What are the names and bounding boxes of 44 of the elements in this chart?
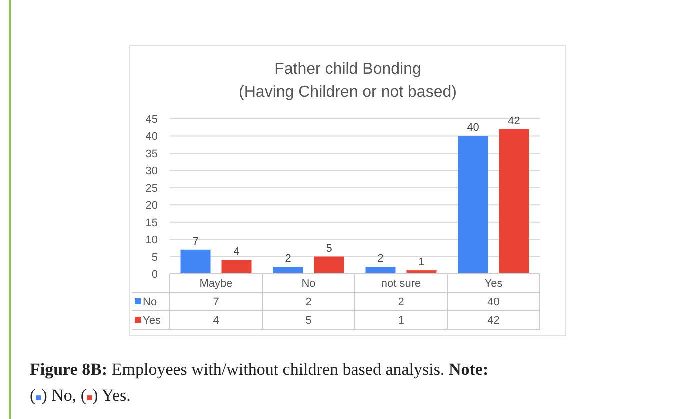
- y-tick-label: 35: [146, 148, 158, 160]
- x-tick-label: Yes: [484, 278, 504, 290]
- annotation: 2: [378, 253, 384, 266]
- bar: [458, 136, 488, 274]
- annotation: 4: [234, 246, 240, 258]
- y-tick-label: 0: [152, 269, 158, 281]
- text: Employees with/without children based analysis.: [108, 360, 449, 379]
- legend-label: Yes: [143, 315, 162, 327]
- chart-title: Father child Bonding (Having Children or not based): [239, 61, 457, 101]
- bar: [273, 267, 304, 274]
- text: Note:: [448, 360, 489, 379]
- annotation: 7: [192, 236, 199, 248]
- bar: [314, 256, 344, 274]
- x-tick-label: No: [302, 278, 316, 290]
- y-tick-label: 20: [146, 200, 158, 212]
- annotation: 2: [285, 253, 292, 266]
- annotation: 40: [467, 122, 480, 134]
- text: (■) No, (■) Yes.: [30, 386, 131, 405]
- annotation: 1: [418, 256, 425, 269]
- y-tick-label: 45: [146, 114, 158, 126]
- bar: [366, 267, 396, 274]
- y-tick-label: 30: [146, 166, 158, 178]
- bar: [222, 260, 252, 274]
- y-tick-label: 25: [146, 182, 158, 195]
- y-tick-label: 10: [146, 234, 158, 247]
- data-label: 2: [398, 296, 404, 308]
- x-tick-label: Maybe: [200, 278, 233, 290]
- bar: [180, 250, 211, 274]
- bar: [499, 129, 530, 274]
- caption: Figure 8B:: [30, 360, 108, 379]
- data-label: 7: [213, 296, 220, 308]
- data-label: 40: [488, 296, 500, 308]
- data-label: 2: [306, 296, 312, 308]
- data-label: 5: [306, 315, 312, 327]
- data-label: 4: [213, 315, 220, 327]
- legend-label: No: [143, 296, 158, 308]
- annotation: 5: [326, 242, 332, 255]
- y-tick-label: 15: [146, 217, 158, 230]
- x-tick-label: not sure: [381, 278, 422, 290]
- y-tick-label: 5: [152, 252, 158, 264]
- data-label: 1: [398, 315, 404, 327]
- data-label: 42: [488, 315, 500, 327]
- y-tick-label: 40: [146, 131, 158, 144]
- annotation: 42: [508, 115, 520, 128]
